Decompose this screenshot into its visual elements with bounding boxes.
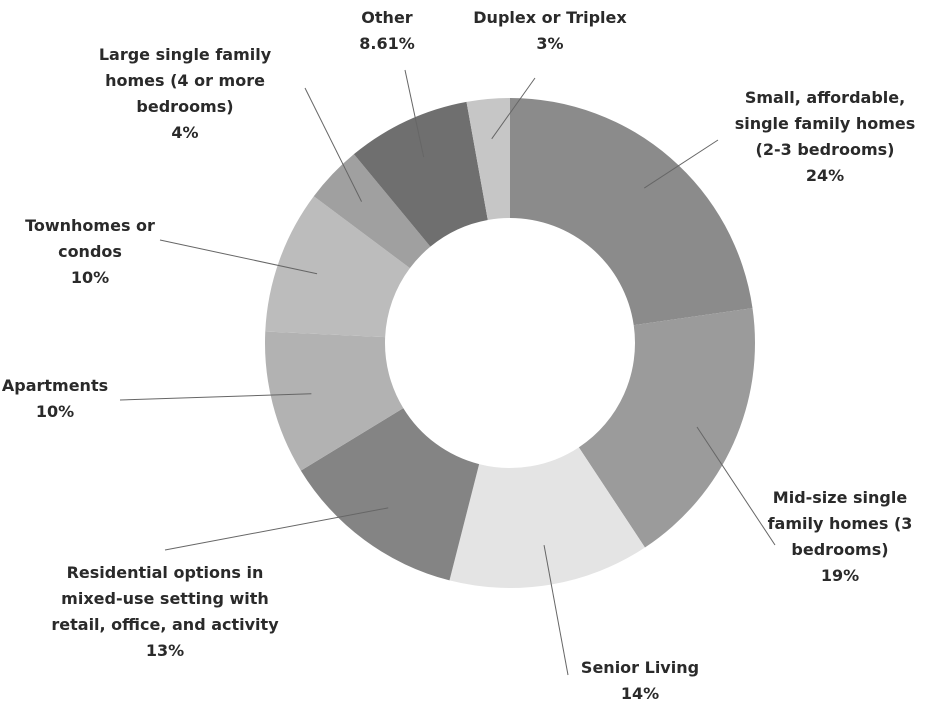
donut-slice bbox=[300, 408, 480, 581]
leader-line bbox=[304, 87, 363, 202]
leader-line bbox=[643, 139, 719, 189]
slice-label: Other 8.61% bbox=[347, 5, 427, 57]
category-name: Large single family homes (4 or more bed… bbox=[98, 45, 272, 116]
value-label: 10% bbox=[70, 268, 110, 287]
category-name: Small, affordable, single family homes (… bbox=[734, 88, 916, 159]
leader-line bbox=[119, 393, 312, 401]
donut-slice bbox=[353, 101, 488, 247]
value-label: 10% bbox=[35, 402, 75, 421]
category-name: Townhomes or condos bbox=[25, 216, 155, 261]
category-name: Other bbox=[361, 8, 413, 27]
category-name: Mid-size single family homes (3 bedrooms… bbox=[767, 488, 913, 559]
value-label: 4% bbox=[171, 123, 199, 142]
value-label: 3% bbox=[536, 34, 564, 53]
slice-label: Mid-size single family homes (3 bedrooms… bbox=[755, 485, 925, 589]
slice-label: Residential options in mixed-use setting… bbox=[40, 560, 290, 664]
category-name: Apartments bbox=[1, 376, 109, 395]
category-name: Duplex or Triplex bbox=[473, 8, 627, 27]
slice-label: Duplex or Triplex 3% bbox=[460, 5, 640, 57]
donut-slice bbox=[449, 447, 645, 588]
value-label: 19% bbox=[820, 566, 860, 585]
slice-label: Townhomes or condos 10% bbox=[20, 213, 160, 291]
value-label: 8.61% bbox=[359, 34, 415, 53]
slice-label: Senior Living 14% bbox=[580, 655, 700, 705]
leader-line bbox=[404, 69, 425, 158]
slice-label: Apartments 10% bbox=[0, 373, 110, 425]
value-label: 13% bbox=[145, 641, 185, 660]
slice-label: Small, affordable, single family homes (… bbox=[725, 85, 925, 189]
donut-slice bbox=[265, 331, 404, 471]
leader-line bbox=[543, 545, 569, 676]
slice-label: Large single family homes (4 or more bed… bbox=[85, 42, 285, 146]
category-name: Residential options in mixed-use setting… bbox=[51, 563, 279, 634]
value-label: 14% bbox=[620, 684, 660, 703]
donut-slice bbox=[510, 98, 753, 326]
value-label: 24% bbox=[805, 166, 845, 185]
donut-slice bbox=[265, 196, 410, 338]
leader-line bbox=[696, 426, 776, 546]
leader-line bbox=[159, 239, 318, 275]
leader-line bbox=[491, 77, 536, 140]
category-name: Senior Living bbox=[580, 658, 700, 677]
donut-slice bbox=[578, 308, 755, 548]
donut-slice bbox=[313, 154, 431, 269]
leader-line bbox=[164, 507, 389, 551]
